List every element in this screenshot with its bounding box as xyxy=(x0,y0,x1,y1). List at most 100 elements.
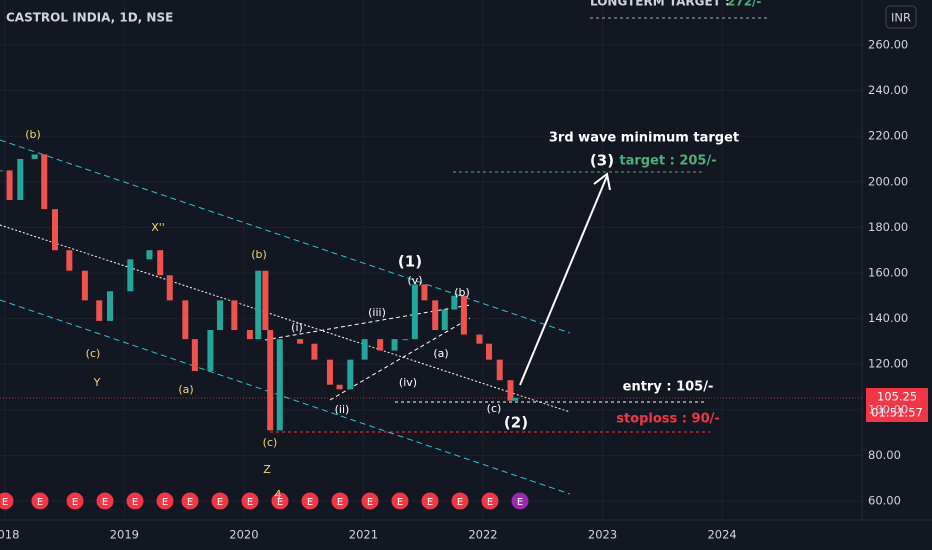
earnings-marker xyxy=(390,491,410,511)
earnings-letter: E xyxy=(307,497,313,508)
candle xyxy=(496,359,503,381)
wave-label: (b) xyxy=(251,248,267,261)
candle xyxy=(377,339,384,351)
wave-label: 3rd wave minimum target xyxy=(549,131,739,146)
y-tick-label: 60.00 xyxy=(868,494,901,508)
arrow xyxy=(519,175,608,386)
candle xyxy=(485,343,492,360)
candle xyxy=(127,259,134,292)
earnings-letter: E xyxy=(277,497,283,508)
candle xyxy=(6,170,13,201)
candle xyxy=(207,330,214,372)
candle xyxy=(51,209,58,251)
candle xyxy=(191,339,198,372)
earnings-marker xyxy=(240,491,260,511)
x-tick-label: 2021 xyxy=(349,528,378,542)
earnings-marker xyxy=(95,491,115,511)
y-tick-label: 200.00 xyxy=(868,174,908,188)
candle xyxy=(507,380,514,401)
earnings-marker xyxy=(30,491,50,511)
wave-label: (iv) xyxy=(399,376,417,389)
wave-label: (2) xyxy=(504,414,528,432)
earnings-letter: E xyxy=(162,497,168,508)
y-tick-label: 140.00 xyxy=(868,311,908,325)
longterm-label: LONGTERM TARGET : xyxy=(590,0,730,9)
candle xyxy=(0,170,3,172)
x-tick-label: 2022 xyxy=(468,528,497,542)
candle xyxy=(336,384,343,390)
earnings-marker xyxy=(270,491,290,511)
price-box xyxy=(866,388,928,422)
candle xyxy=(411,284,418,340)
earnings-marker xyxy=(360,491,380,511)
earnings-letter: E xyxy=(427,497,433,508)
candle xyxy=(216,300,223,331)
wave-label: entry : 105/- xyxy=(623,380,714,395)
earnings-letter: E xyxy=(102,497,108,508)
candle xyxy=(402,339,409,341)
wave-label: (a) xyxy=(433,347,448,360)
y-tick-label: 260.00 xyxy=(868,37,908,51)
candle xyxy=(255,270,262,340)
x-tick-label: 2023 xyxy=(588,528,617,542)
y-tick-label: 160.00 xyxy=(868,266,908,280)
wave-label: 4 xyxy=(275,488,282,501)
symbol-title: CASTROL INDIA, 1D, NSE xyxy=(6,11,173,25)
candle xyxy=(81,270,88,301)
candle xyxy=(17,158,24,201)
wave-label: (v) xyxy=(407,274,422,287)
longterm-value: 272/- xyxy=(727,0,761,9)
earnings-letter: E xyxy=(247,497,253,508)
earnings-letter: E xyxy=(37,497,43,508)
countdown: 01:51:57 xyxy=(871,406,923,420)
currency-box[interactable] xyxy=(885,5,917,29)
wave-label: (b) xyxy=(454,286,470,299)
y-tick-label: 80.00 xyxy=(868,448,901,462)
candle xyxy=(96,300,103,321)
wave-label: stoploss : 90/- xyxy=(616,412,720,427)
candle xyxy=(347,359,354,390)
candle xyxy=(311,343,318,360)
currency: INR xyxy=(891,11,911,25)
trend-line xyxy=(329,317,471,401)
candle xyxy=(326,359,333,385)
x-tick-label: 2019 xyxy=(110,528,139,542)
candle xyxy=(297,339,304,344)
earnings-marker xyxy=(420,491,440,511)
candle xyxy=(41,154,48,210)
earnings-letter: E xyxy=(517,497,523,508)
earnings-letter: E xyxy=(457,497,463,508)
candle xyxy=(166,275,173,301)
earnings-marker xyxy=(300,491,320,511)
candle xyxy=(106,291,113,321)
candle xyxy=(441,309,448,331)
channel-line xyxy=(0,299,571,495)
arrow-head xyxy=(593,172,611,191)
candle xyxy=(421,284,428,301)
earnings-letter: E xyxy=(397,497,403,508)
wave-label: target : 205/- xyxy=(619,154,716,169)
wave-label: (c) xyxy=(86,347,101,360)
x-tick-label: 2020 xyxy=(229,528,258,542)
wave-label: (1) xyxy=(398,253,422,271)
candle xyxy=(182,300,189,340)
candle xyxy=(361,339,368,360)
earnings-letter: E xyxy=(2,497,8,508)
earnings-letter: E xyxy=(132,497,138,508)
y-tick-label: 180.00 xyxy=(868,220,908,234)
candle xyxy=(66,250,73,271)
earnings-letter: E xyxy=(337,497,343,508)
earnings-letter: E xyxy=(367,497,373,508)
wave-label: (a) xyxy=(178,383,193,396)
wave-label: X'' xyxy=(151,221,165,234)
earnings-letter: E xyxy=(487,497,493,508)
wave-label: Z xyxy=(263,463,271,476)
earnings-marker xyxy=(330,491,350,511)
candle xyxy=(146,250,153,260)
candle xyxy=(31,154,38,159)
wave-label: (c) xyxy=(263,436,278,449)
earnings-letter: E xyxy=(217,497,223,508)
wave-label: (iii) xyxy=(368,306,386,319)
